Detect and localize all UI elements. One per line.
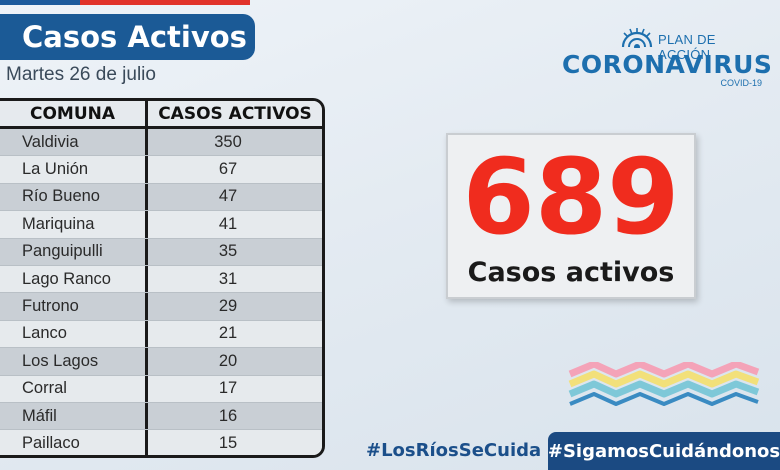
- comuna-cell: Máfil: [0, 402, 148, 430]
- flag-stripe-blue: [0, 0, 80, 5]
- comuna-cell: La Unión: [0, 156, 148, 183]
- table-row: Mariquina 41: [0, 211, 322, 239]
- table-row: Río Bueno 47: [0, 183, 322, 212]
- comuna-cell: Río Bueno: [0, 183, 148, 211]
- casos-cell: 29: [218, 297, 238, 316]
- table-row: Paillaco 15: [0, 430, 322, 455]
- hashtag-sigamos: #SigamosCuidándonos: [548, 432, 780, 470]
- page-title: Casos Activos: [0, 14, 255, 60]
- table-row: Máfil 16: [0, 402, 322, 431]
- table-row: Valdivia 350: [0, 129, 322, 157]
- comuna-cell: Corral: [0, 375, 148, 402]
- table-body: Valdivia 350 La Unión 67 Río Bueno 47 Mariq…: [0, 129, 322, 455]
- casos-cell: 17: [218, 379, 238, 398]
- flag-stripe-red: [80, 0, 250, 5]
- total-cases-label: Casos activos: [467, 257, 675, 288]
- total-cases-card: 689 Casos activos: [446, 133, 696, 299]
- casos-cell: 16: [218, 406, 238, 425]
- comuna-cell: Valdivia: [0, 129, 148, 156]
- casos-cell: 35: [218, 242, 238, 261]
- cases-table: COMUNA CASOS ACTIVOS Valdivia 350 La Unió…: [0, 98, 325, 458]
- comuna-cell: Paillaco: [0, 430, 148, 455]
- table-row: Lanco 21: [0, 320, 322, 349]
- table-row: La Unión 67: [0, 156, 322, 184]
- hashtag-los-rios: #LosRíosSeCuida: [366, 440, 542, 461]
- table-header: COMUNA CASOS ACTIVOS: [0, 101, 322, 129]
- casos-cell: 20: [218, 351, 238, 370]
- column-header-comuna: COMUNA: [0, 101, 148, 126]
- total-cases-number: 689: [462, 136, 680, 258]
- casos-cell: 47: [218, 187, 238, 206]
- table-row: Los Lagos 20: [0, 348, 322, 376]
- comuna-cell: Mariquina: [0, 211, 148, 238]
- table-row: Futrono 29: [0, 293, 322, 321]
- casos-cell: 21: [218, 324, 238, 343]
- coronavirus-plan-logo: PLAN DE ACCIÓN CORONAVIRUS COVID-19: [562, 26, 772, 92]
- column-header-casos: CASOS ACTIVOS: [158, 103, 312, 124]
- comuna-cell: Los Lagos: [0, 348, 148, 375]
- comuna-cell: Lago Ranco: [0, 265, 148, 293]
- table-row: Panguipulli 35: [0, 238, 322, 266]
- logo-main-text: CORONAVIRUS: [562, 50, 773, 79]
- comuna-cell: Lanco: [0, 320, 148, 348]
- flag-stripe: [0, 0, 250, 5]
- casos-cell: 350: [214, 132, 242, 151]
- comuna-cell: Futrono: [0, 293, 148, 320]
- casos-cell: 31: [218, 269, 238, 288]
- table-row: Corral 17: [0, 375, 322, 403]
- table-row: Lago Ranco 31: [0, 265, 322, 294]
- report-date: Martes 26 de julio: [6, 64, 156, 85]
- logo-plan-text: PLAN DE ACCIÓN: [658, 32, 716, 62]
- virus-emblem-icon: [621, 28, 653, 48]
- logo-covid-text: COVID-19: [720, 78, 762, 88]
- casos-cell: 67: [218, 160, 238, 179]
- casos-cell: 15: [218, 433, 238, 452]
- rainbow-wave-graphic: [568, 362, 760, 406]
- comuna-cell: Panguipulli: [0, 238, 148, 265]
- casos-cell: 41: [218, 214, 238, 233]
